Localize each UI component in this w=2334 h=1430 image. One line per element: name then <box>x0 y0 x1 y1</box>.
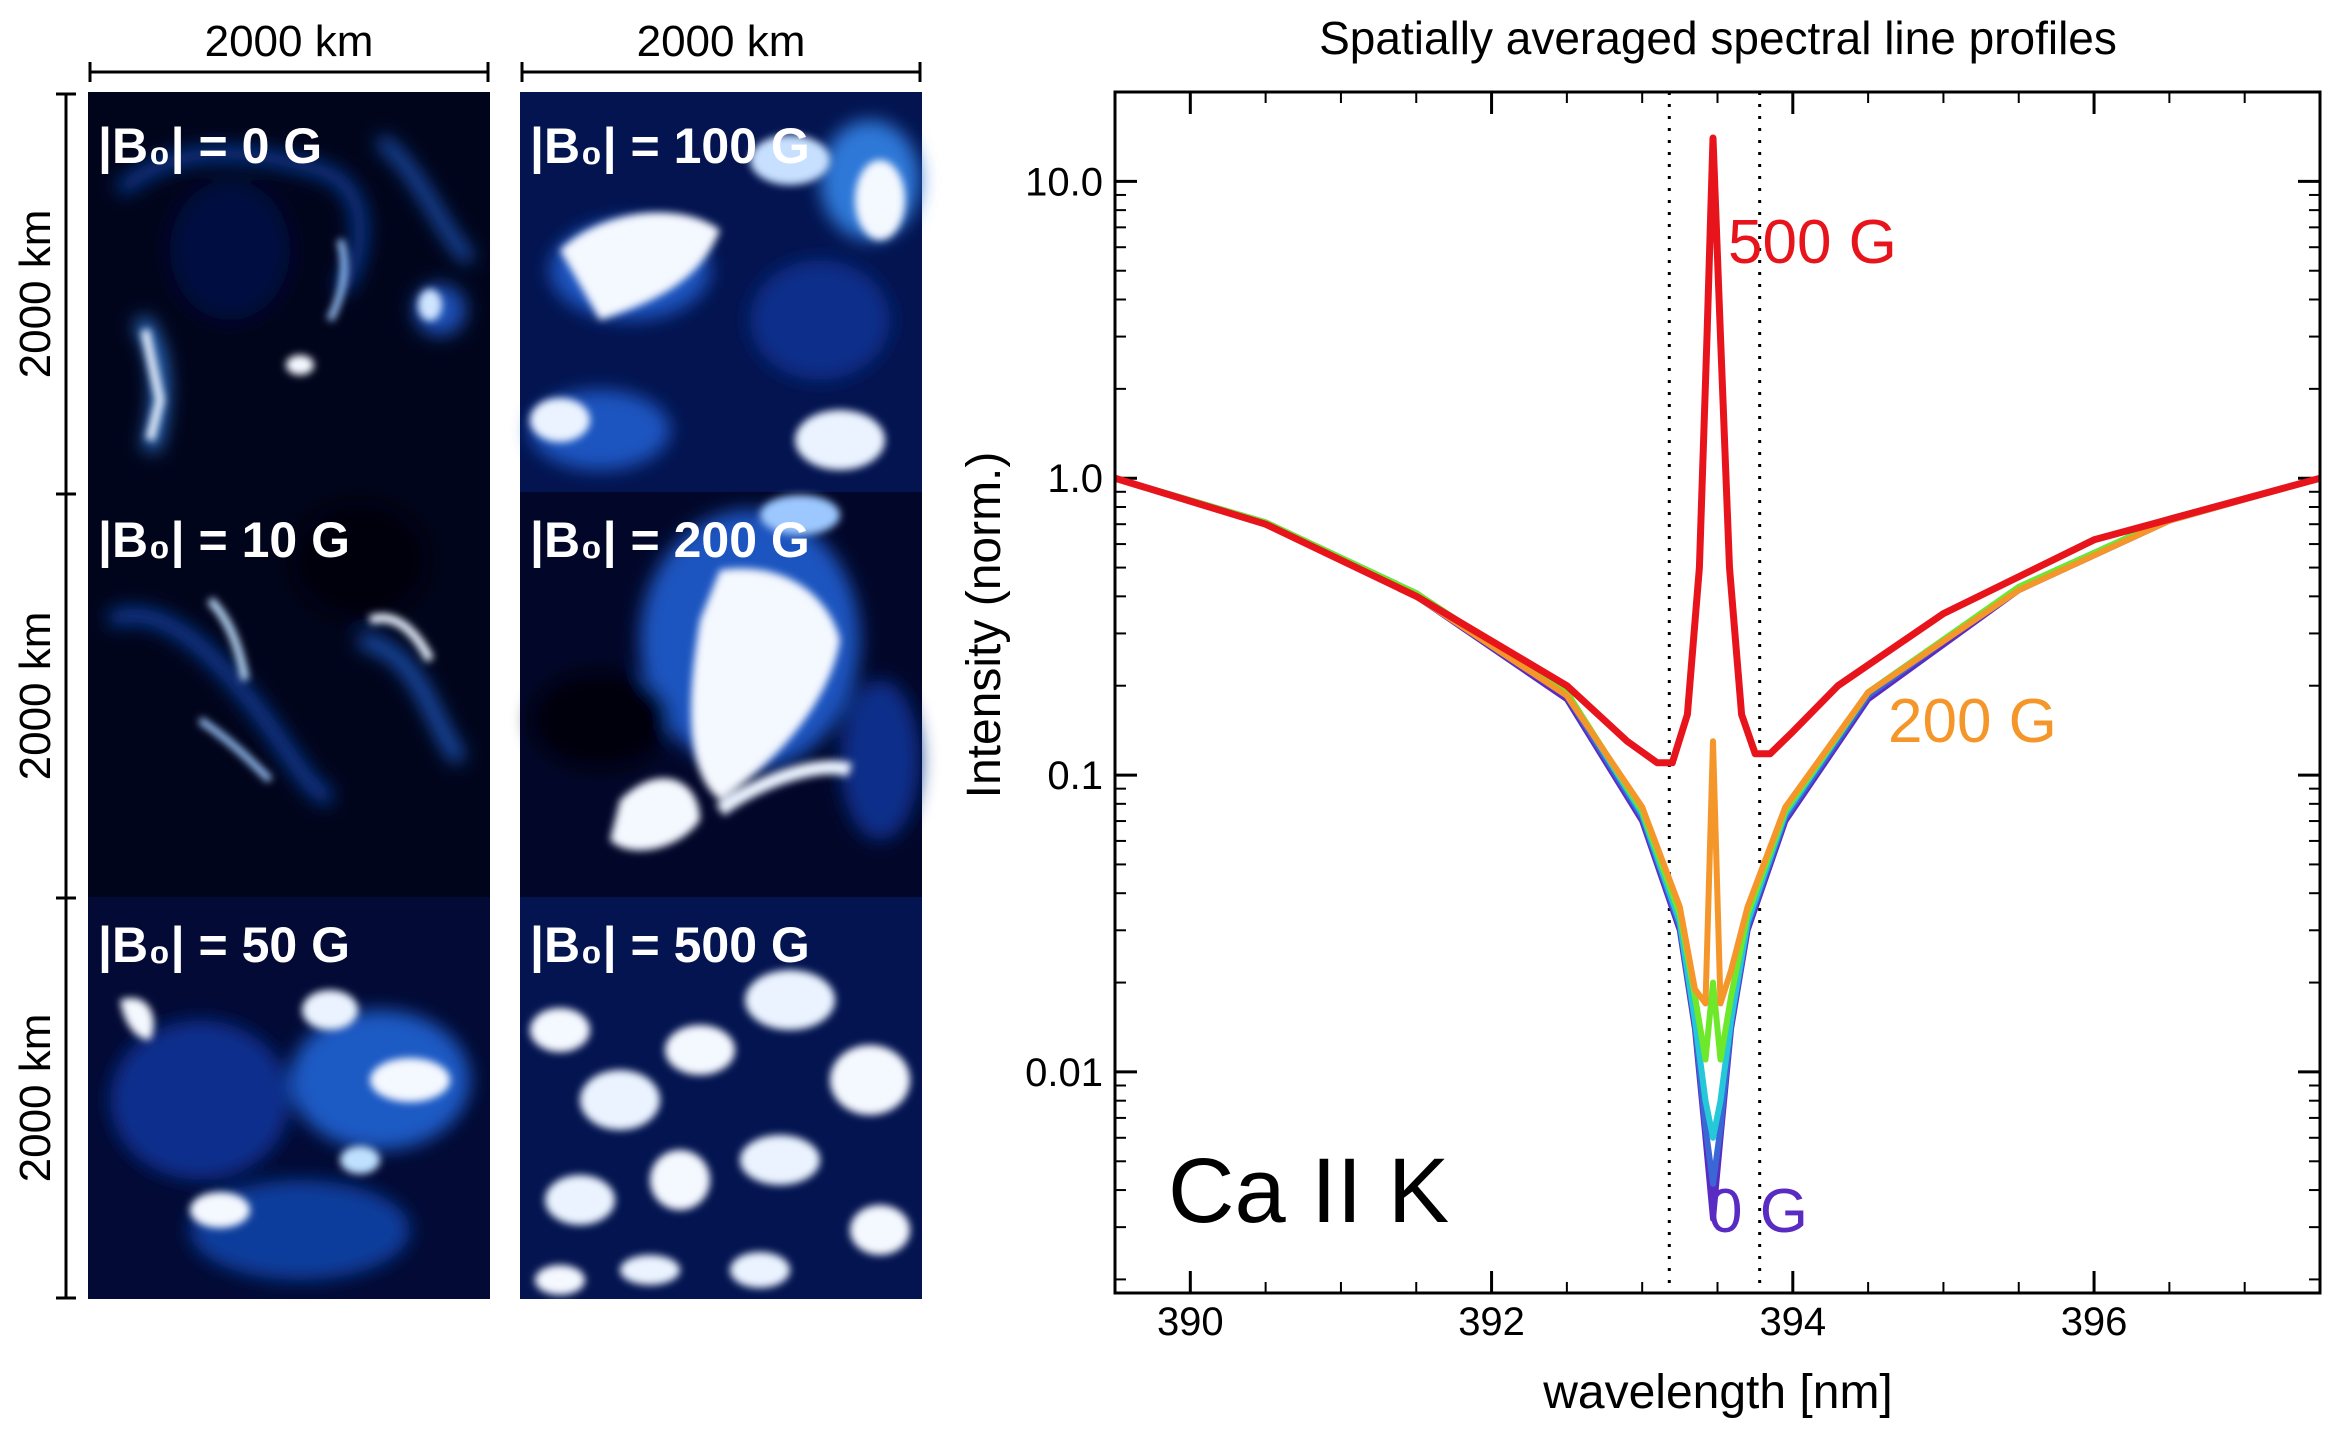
chart-title: Spatially averaged spectral line profile… <box>1319 12 2117 64</box>
scale-label: 2000 km <box>205 17 374 66</box>
x-axis-label: wavelength [nm] <box>1542 1366 1893 1419</box>
left-scale-bar <box>56 92 76 1300</box>
label-layer: 390 392 394 396 0.01 0.1 1.0 10.0 500 G 200 G 0 G C… <box>1025 160 2127 1344</box>
tile-50-gauss <box>88 897 490 1299</box>
scale-bars <box>56 62 922 1300</box>
x-tick-label: 390 <box>1157 1300 1224 1344</box>
scale-labels: 2000 km 2000 km 2000 km 2000 km 2000 km <box>11 17 805 1182</box>
tile-labels: |B₀| = 0 G |B₀| = 100 G |B₀| = 10 G |B₀|… <box>98 118 810 974</box>
x-tick-label: 396 <box>2061 1300 2128 1344</box>
tile-label: |B₀| = 50 G <box>98 917 350 974</box>
y-tick-label: 0.1 <box>1047 754 1103 798</box>
tile-texture <box>107 500 466 807</box>
tile-0-gauss <box>88 92 490 492</box>
line-name-label: Ca II K <box>1168 1140 1449 1242</box>
tile-500-gauss <box>520 897 922 1299</box>
tile-label: |B₀| = 100 G <box>530 118 810 175</box>
scale-label: 2000 km <box>11 612 60 781</box>
plot-frame <box>1113 90 2322 1295</box>
top-scale-bar-right <box>520 62 922 82</box>
scale-label: 2000 km <box>11 1014 60 1183</box>
x-tick-label: 392 <box>1458 1300 1525 1344</box>
tile-10-gauss <box>88 492 490 897</box>
tile-label: |B₀| = 0 G <box>98 118 322 175</box>
tile-texture <box>530 970 910 1295</box>
y-axis-label: Intensity (norm.) <box>958 452 1011 799</box>
tile-200-gauss <box>520 492 922 897</box>
tile-label: |B₀| = 10 G <box>98 512 350 569</box>
y-tick-label: 0.01 <box>1025 1051 1103 1095</box>
series-annotation: 200 G <box>1888 687 2057 756</box>
y-tick-label: 1.0 <box>1047 457 1103 501</box>
y-tick-label: 10.0 <box>1025 160 1103 204</box>
spectral-chart: Spatially averaged spectral line profile… <box>958 12 2322 1419</box>
tile-label: |B₀| = 200 G <box>530 512 810 569</box>
scale-label: 2000 km <box>637 17 806 66</box>
series-annotation: 500 G <box>1728 208 1897 277</box>
tile-100-gauss <box>520 92 922 492</box>
series-layer <box>1115 134 2320 1222</box>
tile-label: |B₀| = 500 G <box>530 917 810 974</box>
tile-grid <box>88 92 922 1299</box>
series-annotation: 0 G <box>1708 1177 1808 1246</box>
top-scale-bar-left <box>88 62 490 82</box>
series-line-200g <box>1115 475 2320 1007</box>
x-tick-label: 394 <box>1759 1300 1826 1344</box>
series-line-500g <box>1115 134 2320 767</box>
scale-label: 2000 km <box>11 210 60 379</box>
